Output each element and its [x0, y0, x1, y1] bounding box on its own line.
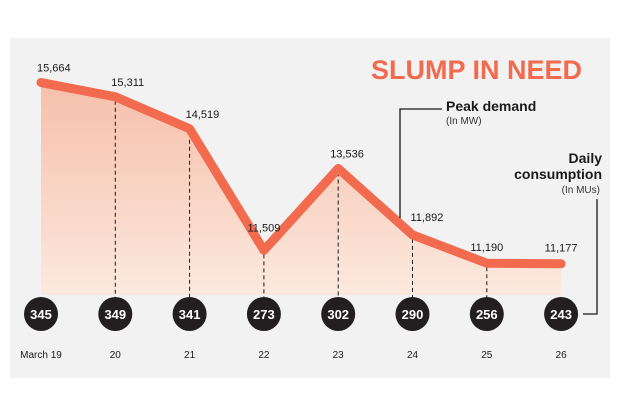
area-fill [41, 82, 562, 296]
x-tick-label: 24 [407, 350, 419, 361]
consumption-value-label: 256 [476, 307, 498, 322]
consumption-marker: 256 [469, 297, 504, 331]
consumption-marker: 302 [321, 297, 356, 331]
peak-demand-value-label: 13,536 [330, 148, 364, 160]
peak-demand-value-label: 11,509 [247, 222, 280, 234]
legend-consumption-label-line1: Daily [569, 150, 603, 166]
consumption-marker: 273 [246, 297, 281, 331]
chart-title: SLUMP IN NEED [371, 55, 582, 85]
x-tick-label: 23 [333, 350, 345, 361]
legend-peak-demand-pointer [399, 108, 442, 218]
peak-demand-value-label: 11,177 [545, 243, 578, 255]
legend-peak-demand-unit: (In MW) [446, 116, 482, 127]
consumption-circle [172, 297, 207, 331]
consumption-marker: 243 [544, 297, 579, 331]
legend-peak-demand-label: Peak demand [446, 98, 536, 114]
x-tick-label: 21 [184, 350, 196, 361]
consumption-value-label: 302 [327, 307, 349, 322]
series-line-peak-demand [36, 78, 566, 269]
consumption-marker: 349 [98, 297, 133, 331]
consumption-circle [321, 297, 356, 331]
peak-demand-value-label: 15,311 [111, 77, 144, 89]
consumption-value-label: 290 [402, 307, 424, 322]
peak-demand-value-label: 14,519 [186, 109, 220, 121]
consumption-circle [544, 297, 579, 331]
x-tick-label: 20 [110, 350, 122, 361]
consumption-circle [395, 297, 430, 331]
consumption-circle [98, 297, 133, 331]
consumption-value-label: 345 [30, 307, 52, 322]
consumption-value-label: 349 [104, 307, 126, 322]
x-tick-label: March 19 [20, 350, 62, 361]
consumption-circle [469, 297, 504, 331]
x-tick-label: 22 [258, 350, 270, 361]
peak-demand-value-label: 15,664 [37, 63, 71, 75]
legend-consumption-unit: (In MUs) [562, 185, 600, 196]
legend-consumption-label-line2: consumption [514, 166, 602, 182]
x-tick-label: 25 [481, 350, 493, 361]
consumption-circle [246, 297, 281, 331]
consumption-marker: 341 [172, 297, 207, 331]
legend-consumption-pointer [583, 199, 598, 315]
x-tick-label: 26 [556, 350, 568, 361]
peak-demand-value-label: 11,190 [470, 242, 503, 254]
consumption-value-label: 341 [179, 307, 201, 322]
consumption-marker: 345 [24, 297, 58, 331]
consumption-value-label: 243 [550, 307, 572, 322]
consumption-circle [24, 297, 58, 331]
consumption-value-label: 273 [253, 307, 275, 322]
peak-demand-value-label: 11,892 [411, 212, 444, 224]
consumption-marker: 290 [395, 297, 430, 331]
